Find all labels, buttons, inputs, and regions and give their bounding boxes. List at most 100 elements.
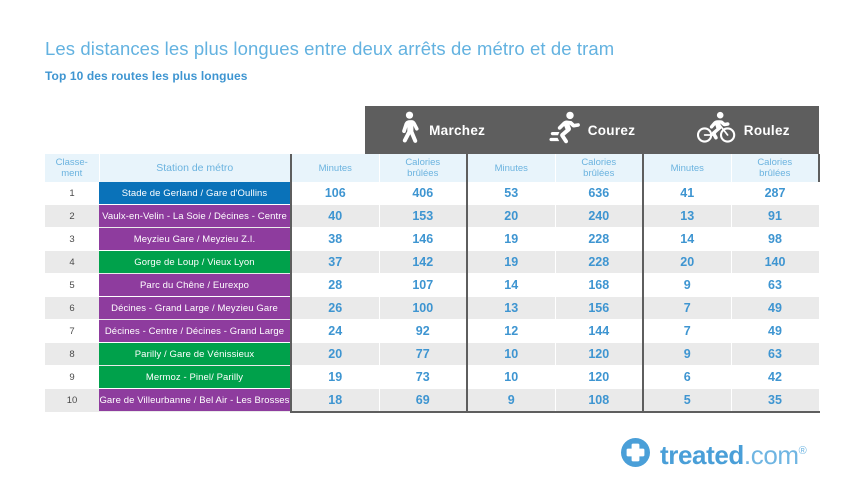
cell-bike-calories: 287 — [731, 182, 820, 205]
cell-bike-calories: 140 — [731, 250, 820, 274]
cell-station: Gare de Villeurbanne / Bel Air - Les Bro… — [99, 388, 291, 412]
cell-bike-calories: 63 — [731, 273, 820, 297]
table-row: 9 Mermoz - Pinel/ Parilly 19 73 10 120 6 42 — [45, 365, 820, 389]
cell-run-minutes: 13 — [466, 296, 556, 320]
table-row: 4 Gorge de Loup / Vieux Lyon 37 142 19 228 20 1… — [45, 250, 820, 274]
rank-header-line2: ment — [61, 168, 83, 179]
station-bar: Vaulx-en-Velin - La Soie / Décines - Cen… — [99, 205, 290, 227]
cell-bike-minutes: 20 — [642, 250, 732, 274]
cell-walk-minutes: 19 — [290, 365, 380, 389]
cell-station: Mermoz - Pinel/ Parilly — [99, 365, 291, 389]
cal-line1: Calories — [405, 157, 441, 168]
station-bar: Meyzieu Gare / Meyzieu Z.I. — [99, 228, 290, 250]
column-header-bike-minutes: Minutes — [642, 154, 732, 182]
cell-rank: 1 — [45, 182, 99, 205]
activity-group-courez: Courez — [516, 106, 667, 154]
table-row: 2 Vaulx-en-Velin - La Soie / Décines - Ce… — [45, 204, 820, 228]
table-body: 1 Stade de Gerland / Gare d'Oullins 106 406… — [45, 182, 820, 413]
cell-station: Parc du Chêne / Eurexpo — [99, 273, 291, 297]
cycling-icon — [696, 111, 737, 150]
table-row: 1 Stade de Gerland / Gare d'Oullins 106 406… — [45, 182, 820, 205]
cell-rank: 9 — [45, 365, 99, 389]
station-bar: Gorge de Loup / Vieux Lyon — [99, 251, 290, 273]
logo-tld: .com — [743, 439, 799, 470]
page-title: Les distances les plus longues entre deu… — [45, 38, 615, 59]
table-row: 7 Décines - Centre / Décines - Grand Larg… — [45, 319, 820, 343]
cell-rank: 6 — [45, 296, 99, 320]
table-header-row: Classe- ment Station de métro Minutes Ca… — [45, 154, 820, 182]
station-bar: Mermoz - Pinel/ Parilly — [99, 366, 290, 388]
cell-walk-minutes: 24 — [290, 319, 380, 343]
cell-walk-minutes: 40 — [290, 204, 380, 228]
cell-walk-minutes: 38 — [290, 227, 380, 251]
cell-rank: 7 — [45, 319, 99, 343]
logo-name: treated — [660, 439, 744, 470]
cal-line2: brûlées — [407, 168, 439, 179]
table-row: 5 Parc du Chêne / Eurexpo 28 107 14 168 9 63 — [45, 273, 820, 297]
cell-bike-minutes: 7 — [642, 296, 732, 320]
cell-station: Meyzieu Gare / Meyzieu Z.I. — [99, 227, 291, 251]
column-header-walk-minutes: Minutes — [290, 154, 380, 182]
cell-walk-calories: 92 — [379, 319, 468, 343]
cell-walk-minutes: 106 — [290, 182, 380, 205]
cell-bike-minutes: 13 — [642, 204, 732, 228]
activity-label-roulez: Roulez — [743, 122, 790, 138]
cell-run-calories: 156 — [555, 296, 644, 320]
cell-run-calories: 228 — [555, 227, 644, 251]
cell-station: Décines - Centre / Décines - Grand Large — [99, 319, 291, 343]
cell-walk-minutes: 28 — [290, 273, 380, 297]
cell-station: Vaulx-en-Velin - La Soie / Décines - Cen… — [99, 204, 291, 228]
station-bar: Parilly / Gare de Vénissieux — [99, 343, 290, 365]
cell-run-calories: 228 — [555, 250, 644, 274]
treated-cross-icon — [621, 438, 650, 472]
routes-table: Classe- ment Station de métro Minutes Ca… — [45, 154, 820, 413]
cell-run-minutes: 14 — [466, 273, 556, 297]
cell-bike-minutes: 41 — [642, 182, 732, 205]
cell-walk-minutes: 37 — [290, 250, 380, 274]
activity-label-courez: Courez — [587, 122, 636, 138]
logo-wordmark: treated .com ® — [660, 439, 807, 471]
cell-bike-minutes: 6 — [642, 365, 732, 389]
cal-line2: brûlées — [583, 168, 615, 179]
cell-run-minutes: 19 — [466, 250, 556, 274]
activity-label-marchez: Marchez — [429, 122, 486, 138]
cell-bike-calories: 49 — [731, 319, 820, 343]
cell-run-calories: 108 — [555, 388, 644, 413]
cell-rank: 4 — [45, 250, 99, 274]
cell-run-calories: 144 — [555, 319, 644, 343]
logo-registered-mark: ® — [798, 444, 807, 457]
cell-run-minutes: 10 — [466, 365, 556, 389]
cell-rank: 2 — [45, 204, 99, 228]
cal-line1: Calories — [757, 157, 793, 168]
table-row: 6 Décines - Grand Large / Meyzieu Gare 26 1… — [45, 296, 820, 320]
cell-rank: 8 — [45, 342, 99, 366]
cell-run-calories: 120 — [555, 342, 644, 366]
column-header-walk-calories: Calories brûlées — [379, 154, 468, 182]
cell-bike-calories: 63 — [731, 342, 820, 366]
table-row: 10 Gare de Villeurbanne / Bel Air - Les B… — [45, 388, 820, 413]
station-bar: Parc du Chêne / Eurexpo — [99, 274, 290, 296]
cell-bike-minutes: 14 — [642, 227, 732, 251]
cell-walk-calories: 406 — [379, 182, 468, 205]
station-bar: Stade de Gerland / Gare d'Oullins — [99, 182, 290, 205]
cell-walk-minutes: 18 — [290, 388, 380, 413]
rank-header-line1: Classe- — [55, 157, 88, 168]
walking-icon — [396, 111, 422, 150]
cell-bike-calories: 49 — [731, 296, 820, 320]
cell-run-calories: 120 — [555, 365, 644, 389]
cal-line2: brûlées — [759, 168, 791, 179]
cell-bike-minutes: 5 — [642, 388, 732, 413]
cell-walk-calories: 142 — [379, 250, 468, 274]
cell-bike-calories: 42 — [731, 365, 820, 389]
cell-run-minutes: 20 — [466, 204, 556, 228]
column-header-bike-calories: Calories brûlées — [731, 154, 820, 182]
cell-walk-calories: 69 — [379, 388, 468, 413]
treated-logo[interactable]: treated .com ® — [621, 438, 807, 472]
cell-bike-minutes: 7 — [642, 319, 732, 343]
cell-run-calories: 240 — [555, 204, 644, 228]
cell-station: Stade de Gerland / Gare d'Oullins — [99, 182, 291, 205]
column-header-run-calories: Calories brûlées — [555, 154, 644, 182]
table-row: 3 Meyzieu Gare / Meyzieu Z.I. 38 146 19 228 14… — [45, 227, 820, 251]
cell-bike-minutes: 9 — [642, 342, 732, 366]
column-header-run-minutes: Minutes — [466, 154, 556, 182]
